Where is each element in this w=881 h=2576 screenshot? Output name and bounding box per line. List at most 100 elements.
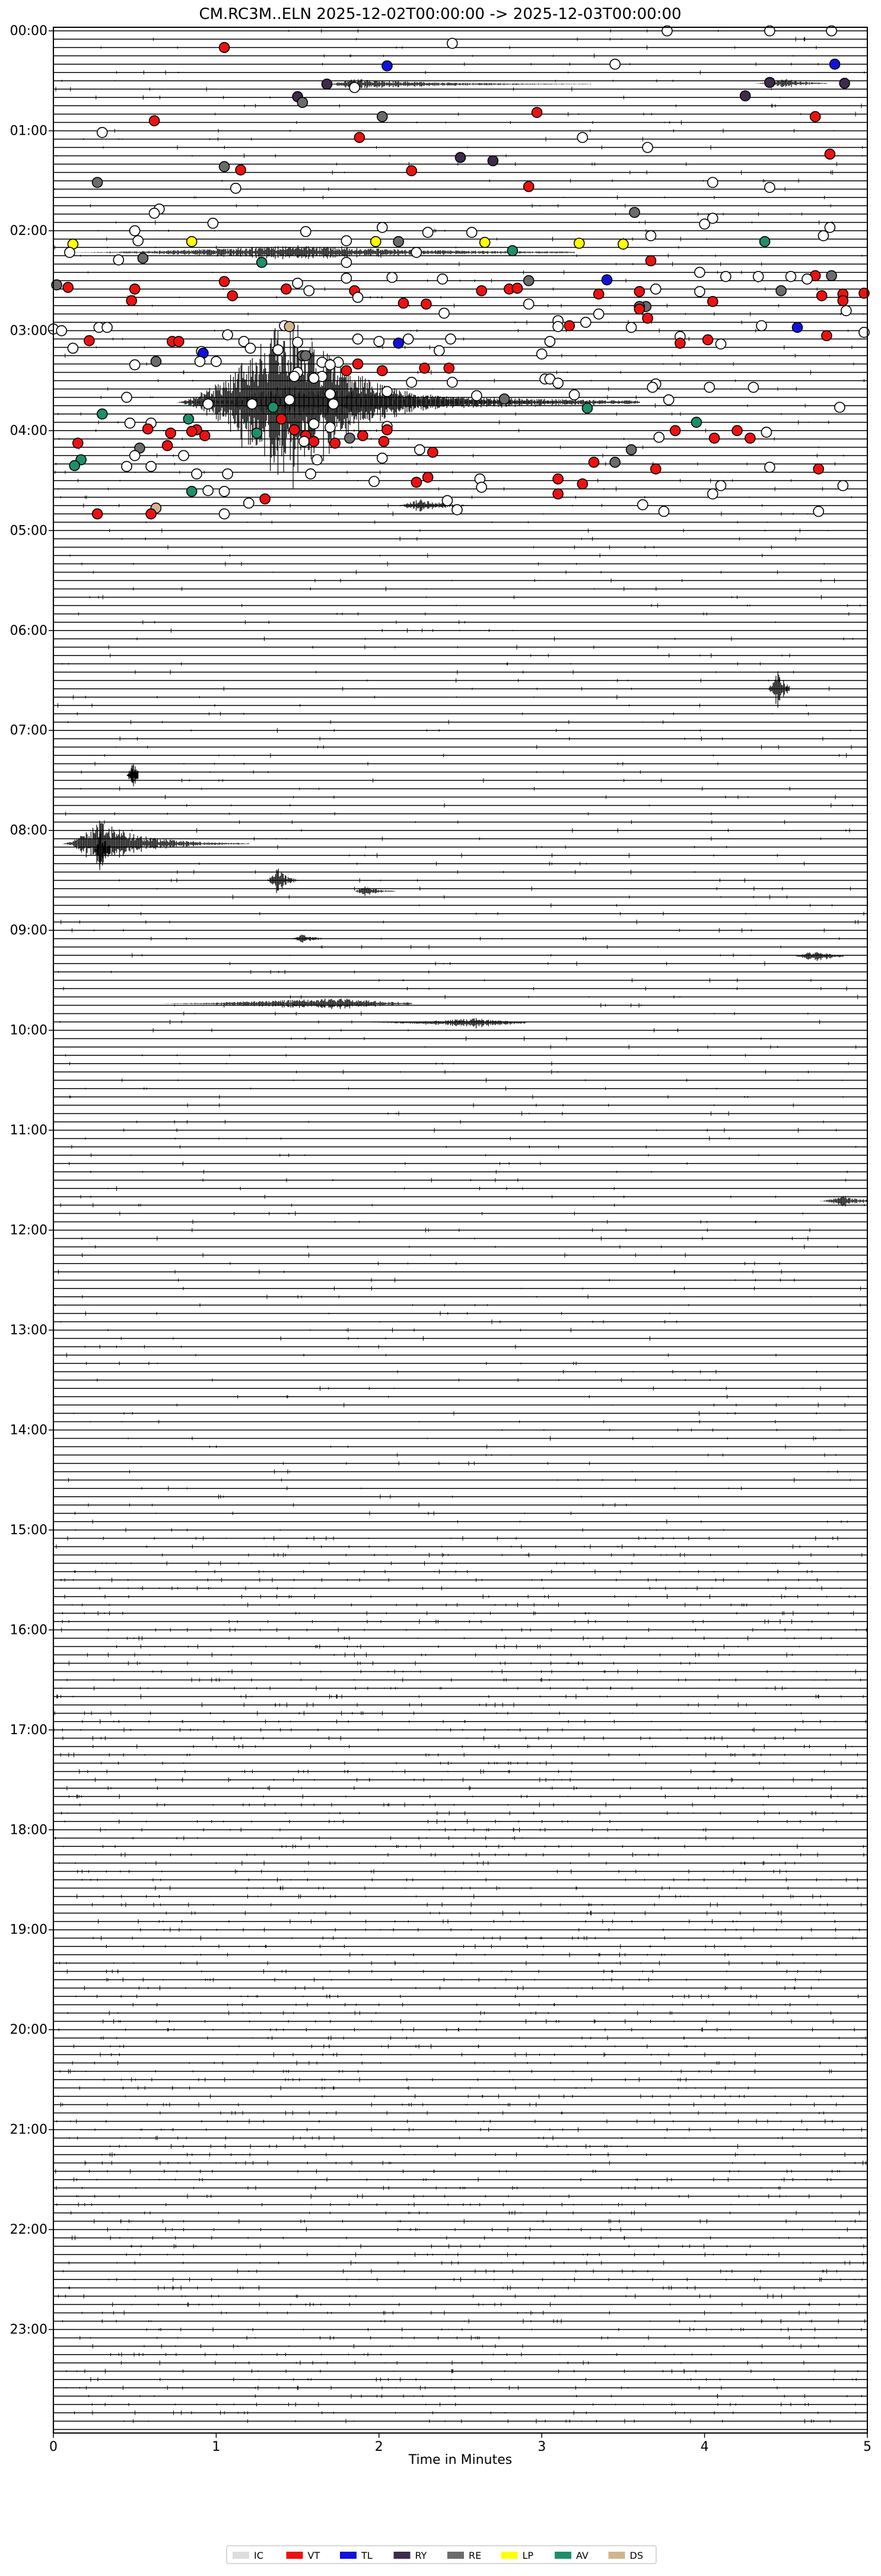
event-marker — [588, 456, 600, 468]
event-marker — [802, 273, 813, 285]
event-marker — [259, 493, 271, 505]
event-marker — [650, 283, 661, 295]
event-marker — [161, 440, 173, 451]
event-marker — [218, 42, 230, 53]
event-marker — [715, 338, 727, 350]
event-marker — [821, 330, 832, 342]
x-tick-label: 1 — [212, 2440, 220, 2454]
event-marker — [376, 452, 388, 464]
event-marker — [397, 297, 409, 309]
event-marker — [593, 288, 605, 300]
event-marker — [178, 450, 189, 462]
event-marker — [661, 25, 673, 37]
event-marker — [650, 463, 661, 475]
event-marker — [352, 291, 364, 303]
event-marker — [72, 437, 84, 449]
y-tick-label: 17:00 — [10, 1723, 47, 1738]
event-marker — [303, 285, 315, 297]
event-marker — [308, 435, 320, 447]
event-marker — [411, 247, 422, 258]
event-marker — [441, 495, 453, 507]
event-marker — [51, 279, 62, 291]
legend-label: LP — [523, 2550, 534, 2561]
event-marker — [691, 416, 702, 428]
event-marker — [704, 381, 715, 393]
event-marker — [421, 298, 432, 310]
event-marker — [629, 206, 640, 218]
y-tick-label: 23:00 — [10, 2323, 47, 2338]
y-tick-label: 21:00 — [10, 2123, 47, 2138]
y-tick-label: 06:00 — [10, 624, 47, 638]
event-marker — [745, 432, 756, 444]
event-marker — [368, 476, 380, 487]
y-tick-label: 16:00 — [10, 1623, 47, 1637]
event-marker — [101, 322, 113, 333]
legend-label: IC — [254, 2550, 263, 2561]
event-marker — [858, 326, 870, 338]
event-marker — [577, 132, 589, 143]
event-marker — [376, 221, 388, 233]
event-marker — [466, 227, 478, 238]
event-marker — [246, 398, 258, 410]
event-marker — [292, 278, 303, 289]
event-marker — [824, 148, 836, 160]
event-marker — [173, 336, 185, 347]
event-marker — [284, 321, 295, 332]
event-marker — [165, 427, 176, 439]
event-marker — [785, 271, 797, 282]
event-marker — [129, 283, 141, 295]
burst-2000 — [265, 869, 298, 893]
event-marker — [129, 359, 141, 371]
y-tick-label: 07:00 — [10, 723, 47, 738]
event-marker — [451, 504, 463, 516]
event-marker — [235, 164, 246, 176]
event-marker — [300, 350, 311, 361]
event-marker — [218, 485, 230, 497]
event-marker — [818, 230, 829, 241]
y-tick-label: 02:00 — [10, 224, 47, 238]
event-marker — [531, 107, 543, 118]
event-marker — [341, 365, 352, 377]
event-marker — [552, 473, 564, 485]
event-marker — [756, 320, 767, 332]
event-marker — [218, 161, 230, 173]
event-marker — [297, 97, 308, 108]
event-marker — [56, 325, 67, 336]
event-marker — [325, 359, 336, 371]
event-marker — [218, 276, 230, 287]
event-marker — [222, 329, 233, 341]
x-tick-label: 0 — [49, 2440, 58, 2454]
event-marker — [393, 236, 405, 247]
event-marker — [829, 58, 841, 70]
event-marker — [191, 468, 202, 480]
event-marker — [186, 425, 198, 437]
chart-title: CM.RC3M..ELN 2025-12-02T00:00:00 -> 2025… — [199, 5, 681, 23]
event-marker — [126, 295, 137, 307]
burst-1130 — [396, 499, 469, 511]
event-marker — [454, 152, 466, 163]
seismic-signal-bursts — [62, 79, 868, 1207]
event-marker — [150, 355, 162, 367]
event-marker — [121, 392, 132, 403]
burst-2050 — [794, 952, 844, 961]
event-marker — [238, 336, 250, 347]
legend-label: RE — [469, 2550, 481, 2561]
event-marker — [341, 272, 352, 284]
event-marker — [707, 177, 718, 188]
event-marker — [393, 338, 405, 349]
x-axis-label: Time in Minutes — [408, 2453, 513, 2467]
event-marker — [427, 446, 438, 458]
y-tick-label: 19:00 — [10, 1923, 47, 1938]
event-marker — [433, 345, 445, 357]
legend-swatch — [555, 2552, 571, 2559]
event-marker — [634, 303, 645, 315]
event-marker — [305, 468, 316, 480]
event-marker — [653, 431, 665, 443]
legend-swatch — [393, 2552, 411, 2559]
event-marker — [715, 480, 727, 491]
legend-box — [226, 2545, 657, 2564]
event-marker — [202, 485, 214, 497]
event-marker — [446, 377, 458, 388]
event-marker — [634, 286, 645, 297]
